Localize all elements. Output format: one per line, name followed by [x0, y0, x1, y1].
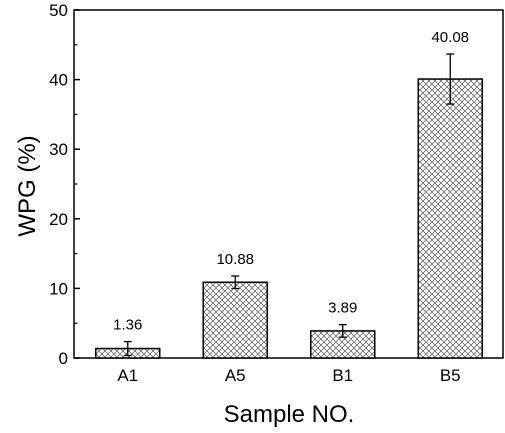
y-tick-label: 20 — [49, 210, 68, 229]
x-axis-title: Sample NO. — [224, 401, 355, 428]
x-tick-label-b1: B1 — [332, 366, 353, 385]
data-label-b5: 40.08 — [431, 29, 469, 46]
bar-b5 — [417, 78, 483, 359]
data-label-b1: 3.89 — [328, 300, 357, 317]
y-axis-title: WPG (%) — [14, 135, 41, 236]
data-label-a1: 1.36 — [113, 317, 142, 334]
y-tick-label: 30 — [49, 140, 68, 159]
x-tick-label-b5: B5 — [440, 366, 461, 385]
data-label-a5: 10.88 — [216, 251, 254, 268]
y-tick-label: 50 — [49, 1, 68, 20]
y-tick-label: 10 — [49, 279, 68, 298]
y-tick-label: 0 — [59, 349, 68, 368]
bar-a5 — [202, 281, 268, 359]
plot-area: 0 10 20 30 40 50 1.36 A1 10.88 A5 3.89 B1 40.08 B5 — [49, 1, 504, 385]
x-tick-label-a5: A5 — [225, 366, 246, 385]
y-tick-label: 40 — [49, 71, 68, 90]
x-tick-label-a1: A1 — [117, 366, 138, 385]
